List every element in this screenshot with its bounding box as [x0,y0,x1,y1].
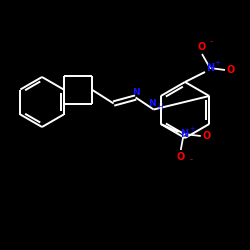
Text: -: - [210,38,212,46]
Text: +: + [189,126,195,132]
Text: N: N [180,129,188,139]
Text: N: N [148,99,156,108]
Text: O: O [227,65,235,75]
Text: O: O [203,131,211,141]
Text: -: - [189,156,192,164]
Text: O: O [177,152,185,162]
Text: N: N [206,63,214,73]
Text: +: + [214,60,220,66]
Text: N: N [132,88,140,97]
Text: H: H [157,103,162,112]
Text: O: O [198,42,206,52]
